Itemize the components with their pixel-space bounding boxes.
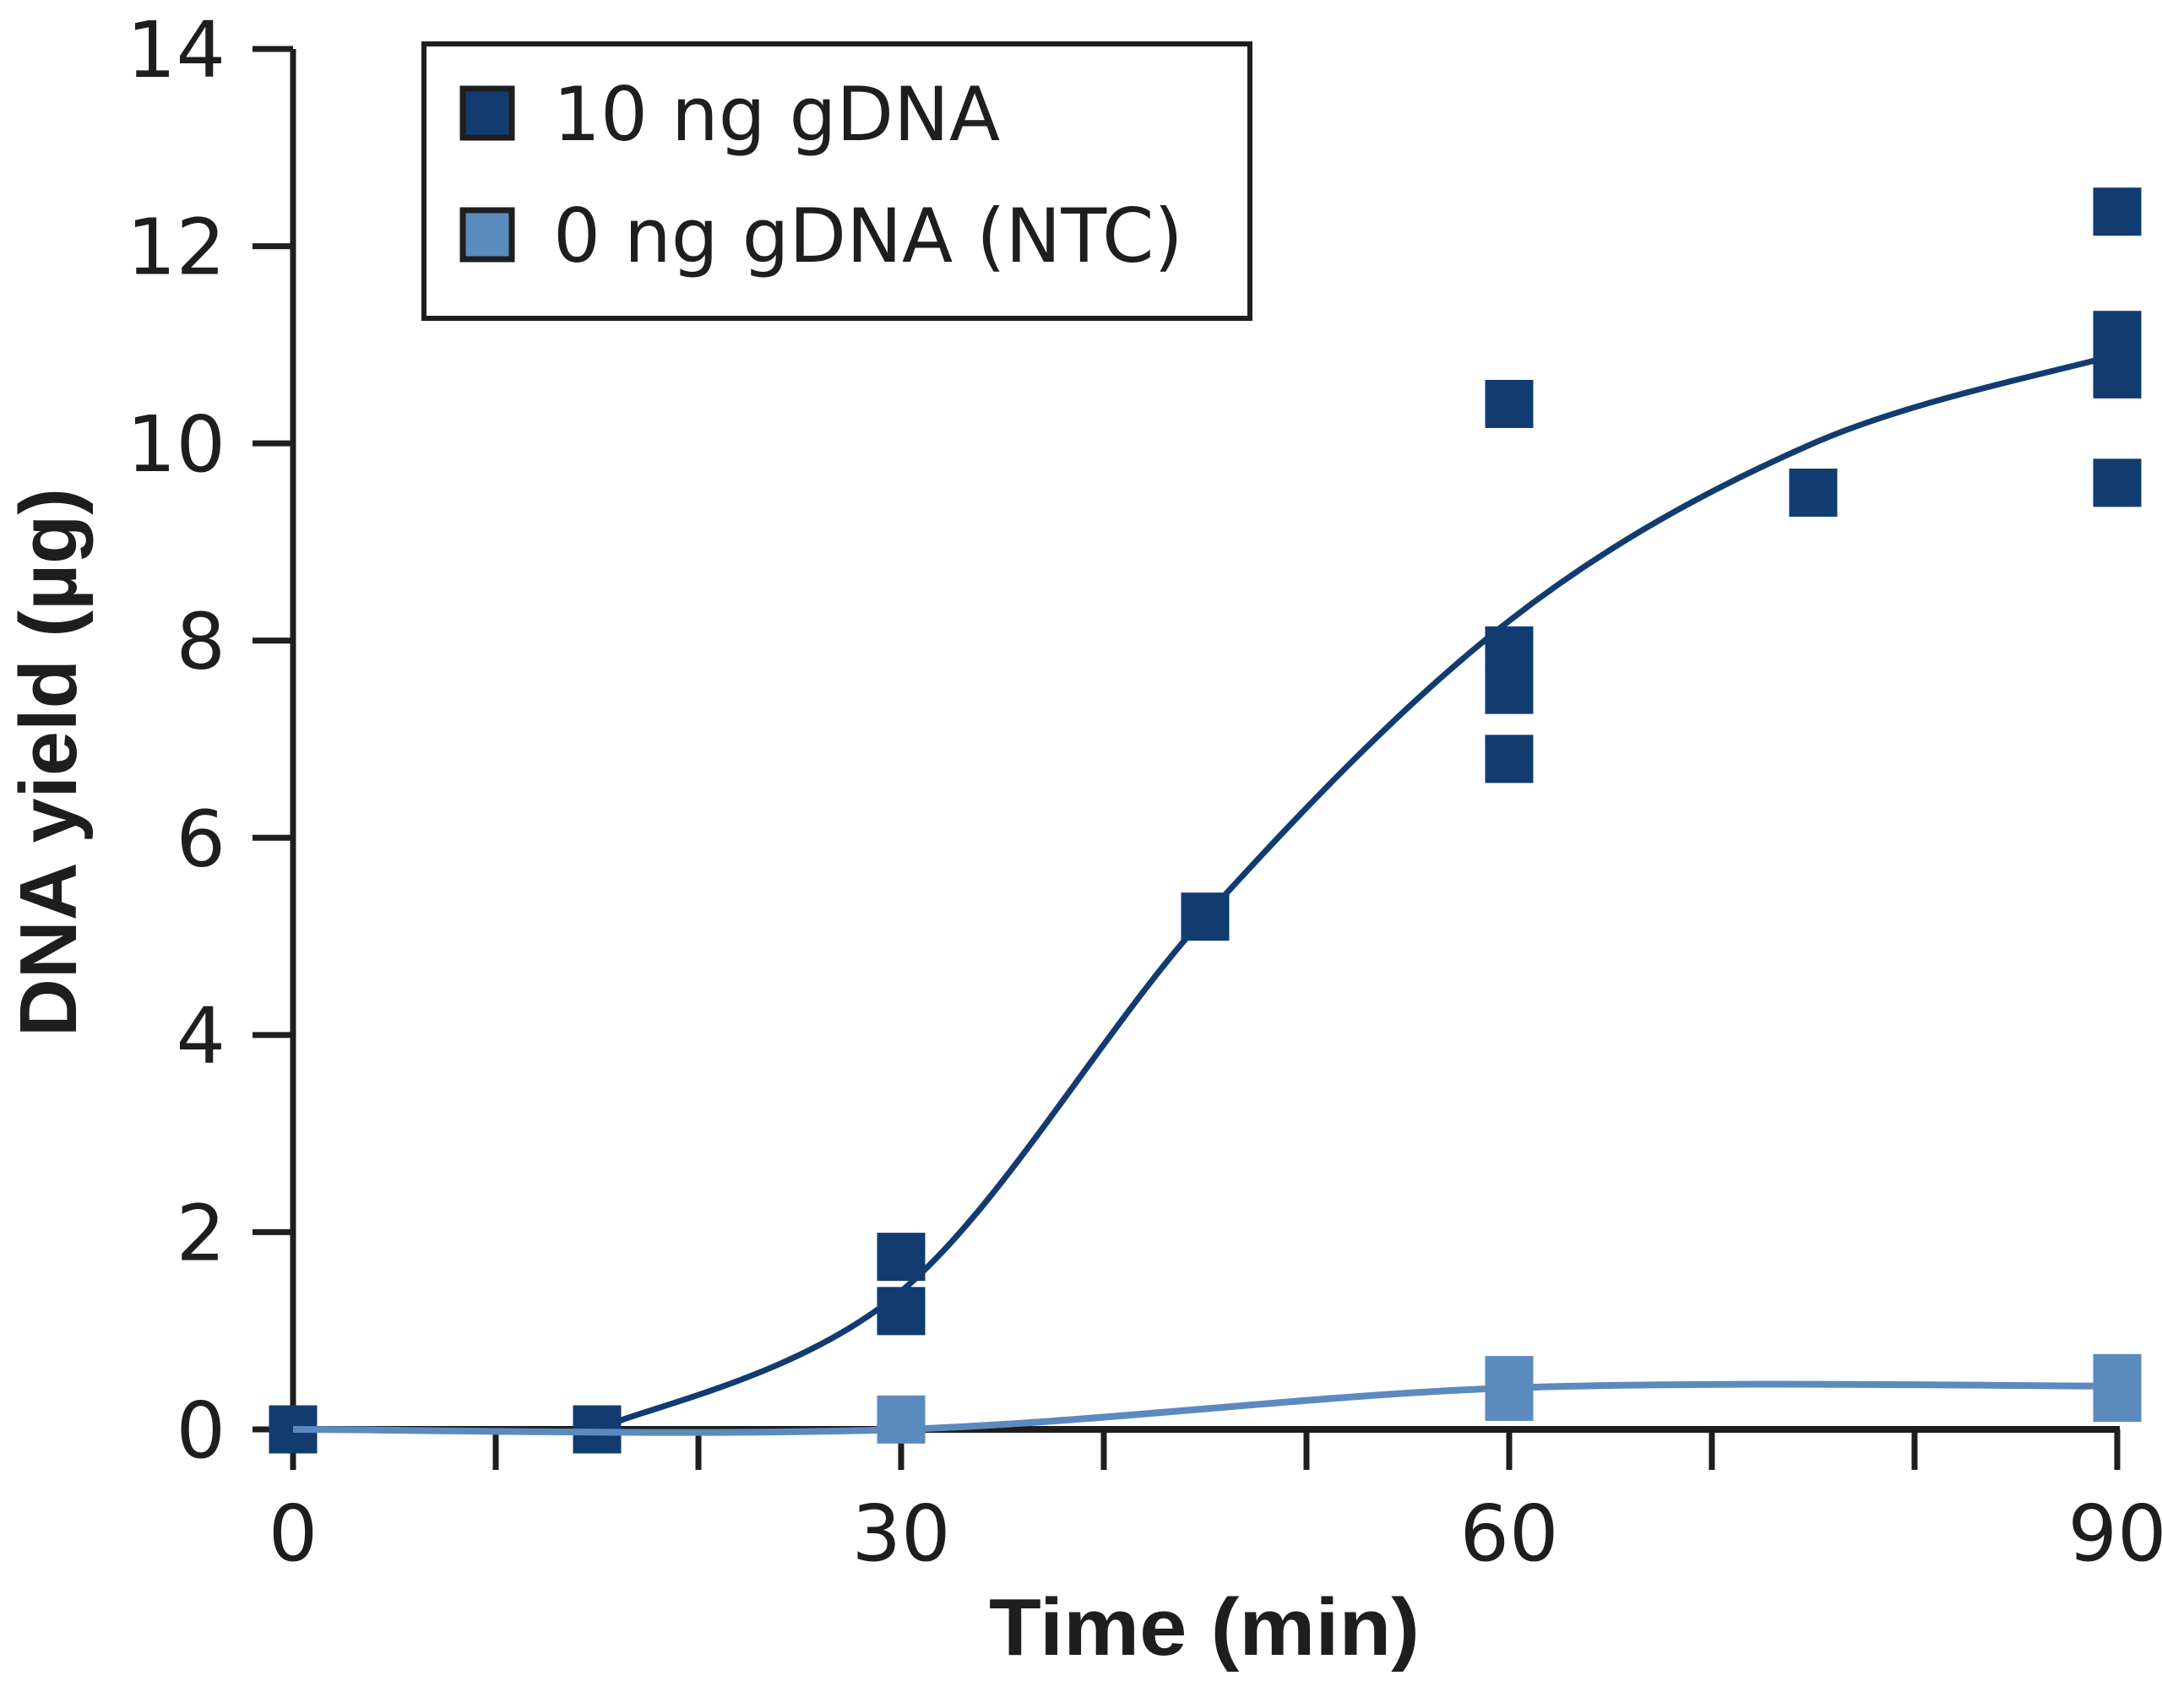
x-tick-label: 60 [1459,1488,1558,1579]
data-point-10ng [2093,187,2142,236]
axes: 0 2 4 6 8 10 12 14 0 30 60 90 [127,5,2162,1579]
x-tick-label: 0 [269,1488,318,1579]
y-tick-label: 0 [176,1385,225,1476]
x-axis-title: Time (min) [989,1582,1420,1673]
y-tick-label: 14 [127,5,225,95]
data-point-10ng [877,1233,926,1282]
data-point-10ng [2093,350,2142,399]
y-tick-label: 4 [176,991,225,1082]
data-point-ntc [2093,1374,2142,1423]
fit-curve-ntc [292,1380,2118,1436]
y-tick-label: 6 [176,794,225,884]
fit-curves [595,351,2118,1433]
data-point-10ng [1485,379,1534,428]
legend-swatch-10ng [459,85,515,141]
legend-label-ntc: 0 ng gDNA (NTC) [553,192,1183,279]
data-point-ntc [877,1395,926,1444]
legend-swatch-ntc [459,207,515,263]
legend: 10 ng gDNA 0 ng gDNA (NTC) [421,41,1252,321]
data-points [269,187,2142,1454]
y-tick-label: 2 [176,1188,225,1278]
data-point-10ng [1789,469,1838,518]
data-point-ntc [1485,1372,1534,1421]
y-tick-label: 8 [176,597,225,687]
data-point-10ng [1485,735,1534,784]
y-tick-label: 10 [127,399,225,490]
data-point-10ng [1181,892,1230,941]
legend-box [421,41,1252,321]
y-tick-label: 12 [127,203,225,293]
data-point-10ng [877,1287,926,1336]
x-tick-label: 30 [851,1488,950,1579]
fit-curve-10ng [595,351,2118,1433]
data-point-10ng [2093,458,2142,507]
y-axis-title: DNA yield (µg) [3,488,94,1037]
x-tick-label: 90 [2067,1488,2162,1579]
data-point-10ng [1485,665,1534,714]
legend-label-10ng: 10 ng gDNA [553,71,1000,158]
